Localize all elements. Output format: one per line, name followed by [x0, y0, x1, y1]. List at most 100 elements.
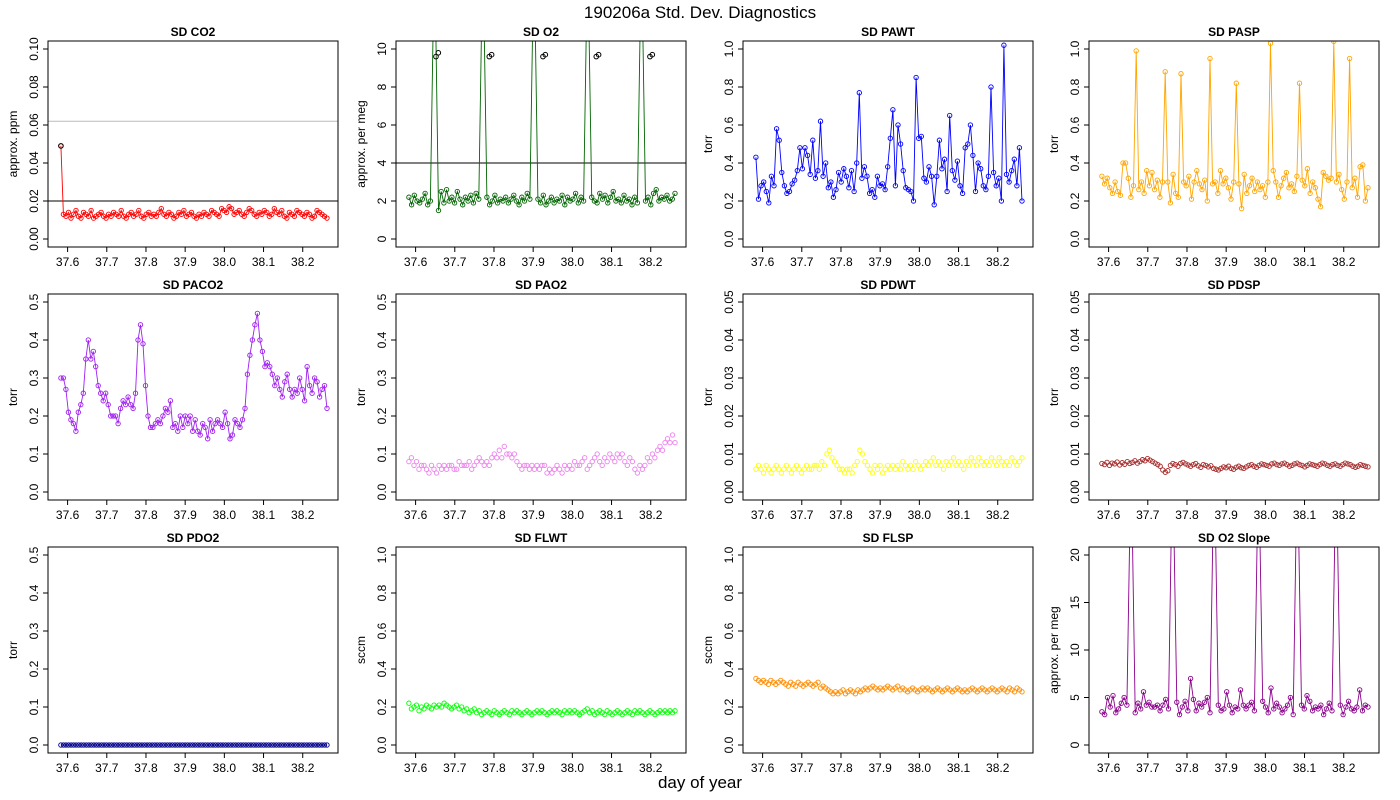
data-point — [768, 470, 774, 476]
data-point — [836, 466, 843, 472]
data-point — [200, 420, 206, 427]
data-point — [971, 458, 977, 465]
data-point — [885, 462, 891, 469]
panel-10: SD FLWT 0.0 0.2 0.4 0.6 0.8 1.0 sccm 37.6 37.7 37.… — [354, 531, 687, 775]
data-point — [1315, 706, 1321, 712]
data-point — [943, 458, 949, 465]
x-tick-label: 37.7 — [95, 761, 119, 775]
data-point — [101, 742, 107, 748]
data-point — [85, 337, 91, 343]
data-point — [453, 702, 460, 708]
data-point — [1284, 702, 1291, 708]
data-point — [753, 466, 759, 472]
data-point — [913, 74, 919, 81]
y-tick-label: 0.02 — [27, 189, 41, 213]
data-point — [877, 462, 883, 469]
data-point — [243, 742, 249, 748]
x-tick-label: 37.8 — [829, 761, 853, 775]
data-point — [471, 462, 477, 469]
data-point — [627, 455, 633, 461]
data-point — [416, 708, 422, 714]
data-point — [1329, 461, 1336, 468]
data-point — [237, 424, 243, 431]
data-point — [848, 167, 855, 174]
data-point — [1207, 710, 1213, 716]
data-point — [434, 28, 438, 32]
data-point — [1246, 702, 1252, 708]
data-point — [1314, 463, 1320, 469]
panel-4: SD PASP 0.0 0.2 0.4 0.6 0.8 1.0 torr 37.6 37.7 37.… — [1047, 25, 1380, 269]
data-point — [1016, 458, 1023, 465]
data-point — [793, 462, 800, 469]
data-point — [1104, 175, 1110, 181]
data-point — [242, 405, 248, 412]
panel-title: SD PASP — [1208, 25, 1260, 39]
data-point — [464, 462, 470, 469]
data-point — [804, 152, 811, 159]
data-point — [1291, 188, 1297, 195]
data-point — [781, 183, 788, 189]
data-point — [175, 428, 181, 434]
data-point — [1231, 179, 1237, 185]
data-point — [142, 382, 149, 389]
data-point — [918, 133, 924, 140]
data-point — [1203, 462, 1209, 469]
series-line — [408, 41, 676, 211]
data-point — [116, 213, 122, 219]
data-point — [304, 742, 310, 748]
data-point — [1357, 461, 1364, 468]
plot-frame — [47, 40, 339, 248]
x-tick-label: 38.0 — [1254, 761, 1278, 775]
data-point — [1225, 185, 1232, 191]
data-point — [121, 742, 127, 748]
data-point — [771, 183, 777, 189]
data-point — [172, 742, 178, 748]
y-tick-label: 20 — [1068, 548, 1082, 562]
data-point — [1014, 183, 1020, 189]
data-point — [834, 462, 840, 469]
data-point — [492, 192, 498, 198]
data-point — [1224, 689, 1230, 695]
data-point — [1114, 459, 1120, 465]
data-point — [645, 194, 651, 200]
data-point — [1124, 702, 1130, 708]
data-point — [1264, 462, 1270, 469]
data-point — [952, 177, 958, 183]
data-point — [561, 462, 568, 469]
data-point — [1011, 156, 1017, 162]
data-point — [859, 175, 865, 181]
data-point — [1279, 461, 1285, 467]
data-point — [652, 455, 658, 461]
data-point — [839, 466, 845, 472]
data-point — [1170, 171, 1176, 178]
data-point — [1365, 185, 1371, 191]
data-point — [81, 742, 87, 748]
data-point — [236, 207, 242, 214]
data-point — [152, 420, 159, 427]
data-point — [458, 462, 465, 469]
data-point — [852, 462, 858, 469]
data-point — [212, 420, 218, 427]
data-point — [130, 405, 136, 412]
data-point — [763, 462, 769, 469]
data-point — [195, 742, 201, 748]
data-point — [543, 202, 549, 208]
data-point — [436, 462, 442, 469]
data-point — [239, 417, 246, 423]
data-point — [1110, 692, 1116, 699]
data-series — [1099, 455, 1371, 475]
data-point — [821, 462, 828, 469]
data-point — [786, 466, 792, 472]
data-point — [1279, 710, 1285, 716]
y-tick-label: 0.0 — [1068, 230, 1082, 247]
data-point — [659, 447, 666, 453]
data-point — [319, 742, 325, 748]
data-point — [88, 742, 94, 748]
data-point — [1187, 463, 1194, 469]
data-point — [177, 742, 183, 748]
data-point — [1199, 704, 1205, 710]
data-point — [617, 455, 623, 461]
data-point — [1294, 173, 1300, 179]
x-tick-label: 37.9 — [1214, 255, 1238, 269]
data-point — [1307, 698, 1313, 704]
